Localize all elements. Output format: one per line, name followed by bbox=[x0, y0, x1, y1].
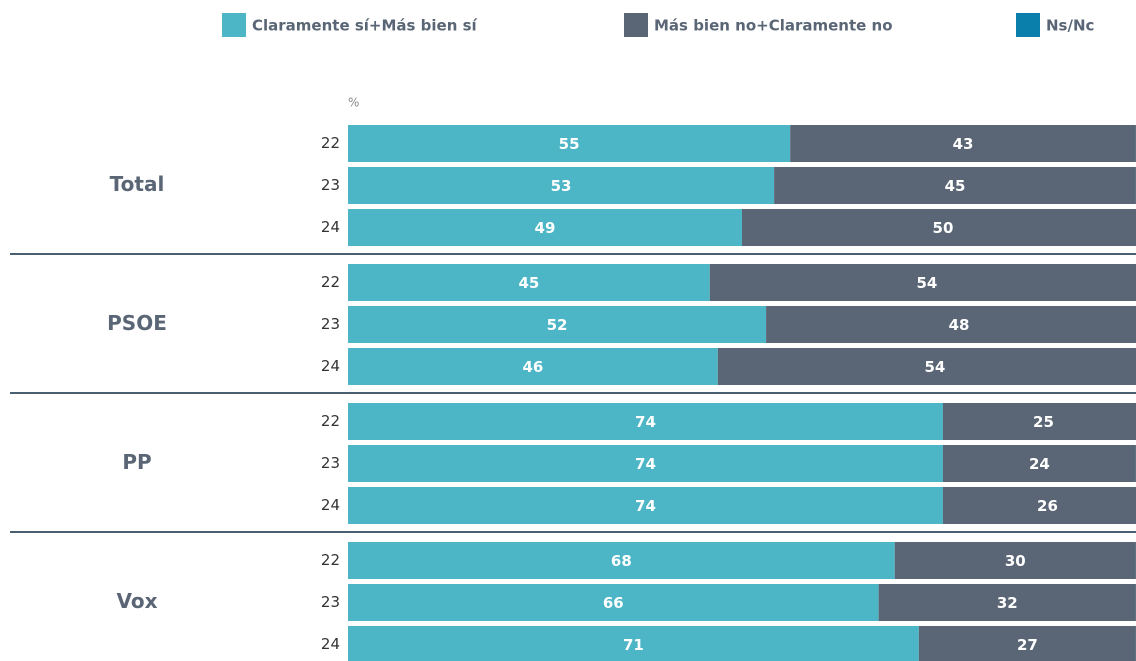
bar-segment bbox=[348, 306, 767, 343]
unit-label: % bbox=[348, 96, 359, 110]
year-label: 24 bbox=[321, 357, 340, 375]
legend-label: Claramente sí+Más bien sí bbox=[252, 17, 478, 35]
group-label: PSOE bbox=[107, 311, 167, 335]
year-label: 22 bbox=[321, 412, 340, 430]
value-label: 68 bbox=[611, 552, 632, 570]
bar-segment bbox=[348, 209, 742, 246]
value-label: 46 bbox=[522, 358, 543, 376]
value-label: 32 bbox=[997, 594, 1018, 612]
year-label: 22 bbox=[321, 551, 340, 569]
bar-segment bbox=[942, 487, 1136, 524]
group-label: Vox bbox=[116, 589, 157, 613]
bar-segment bbox=[918, 626, 1136, 661]
value-label: 50 bbox=[933, 219, 954, 237]
value-label: 53 bbox=[551, 177, 572, 195]
value-label: 27 bbox=[1017, 636, 1038, 654]
bar-segment bbox=[348, 626, 919, 661]
year-label: 22 bbox=[321, 273, 340, 291]
bar-segment bbox=[348, 264, 710, 301]
bar-segment bbox=[348, 445, 943, 482]
bar-segment bbox=[348, 487, 943, 524]
value-label: 74 bbox=[635, 455, 656, 473]
value-label: 30 bbox=[1005, 552, 1026, 570]
bar-segment bbox=[348, 542, 895, 579]
value-label: 74 bbox=[635, 497, 656, 515]
year-label: 23 bbox=[321, 593, 340, 611]
value-label: 49 bbox=[535, 219, 556, 237]
value-label: 25 bbox=[1033, 413, 1054, 431]
bar-segment bbox=[348, 584, 879, 621]
bar-segment bbox=[348, 348, 718, 385]
value-label: 54 bbox=[924, 358, 945, 376]
bar-segment bbox=[709, 264, 1136, 301]
bar-segment bbox=[348, 403, 943, 440]
group-label: Total bbox=[110, 172, 165, 196]
year-label: 24 bbox=[321, 635, 340, 653]
bar-segment bbox=[348, 167, 775, 204]
year-label: 22 bbox=[321, 134, 340, 152]
bar-segment bbox=[774, 167, 1136, 204]
value-label: 24 bbox=[1029, 455, 1050, 473]
year-label: 24 bbox=[321, 218, 340, 236]
value-label: 48 bbox=[949, 316, 970, 334]
legend-swatch bbox=[1016, 13, 1040, 37]
bar-segment bbox=[878, 584, 1136, 621]
year-label: 23 bbox=[321, 315, 340, 333]
value-label: 66 bbox=[603, 594, 624, 612]
legend-label: Ns/Nc bbox=[1046, 17, 1094, 35]
bar-segment bbox=[741, 209, 1136, 246]
bar-segment bbox=[942, 445, 1136, 482]
bar-segment bbox=[894, 542, 1136, 579]
bar-segment bbox=[717, 348, 1136, 385]
legend-label: Más bien no+Claramente no bbox=[654, 17, 893, 35]
year-label: 23 bbox=[321, 176, 340, 194]
bar-segment bbox=[348, 125, 791, 162]
value-label: 55 bbox=[559, 135, 580, 153]
legend-swatch bbox=[624, 13, 648, 37]
value-label: 74 bbox=[635, 413, 656, 431]
year-label: 24 bbox=[321, 496, 340, 514]
value-label: 26 bbox=[1037, 497, 1058, 515]
value-label: 43 bbox=[953, 135, 974, 153]
year-label: 23 bbox=[321, 454, 340, 472]
value-label: 45 bbox=[945, 177, 966, 195]
bar-segment bbox=[942, 403, 1136, 440]
value-label: 45 bbox=[518, 274, 539, 292]
value-label: 71 bbox=[623, 636, 644, 654]
legend-swatch bbox=[222, 13, 246, 37]
bar-segment bbox=[766, 306, 1136, 343]
value-label: 52 bbox=[547, 316, 568, 334]
value-label: 54 bbox=[916, 274, 937, 292]
group-label: PP bbox=[122, 450, 151, 474]
bar-segment bbox=[790, 125, 1136, 162]
